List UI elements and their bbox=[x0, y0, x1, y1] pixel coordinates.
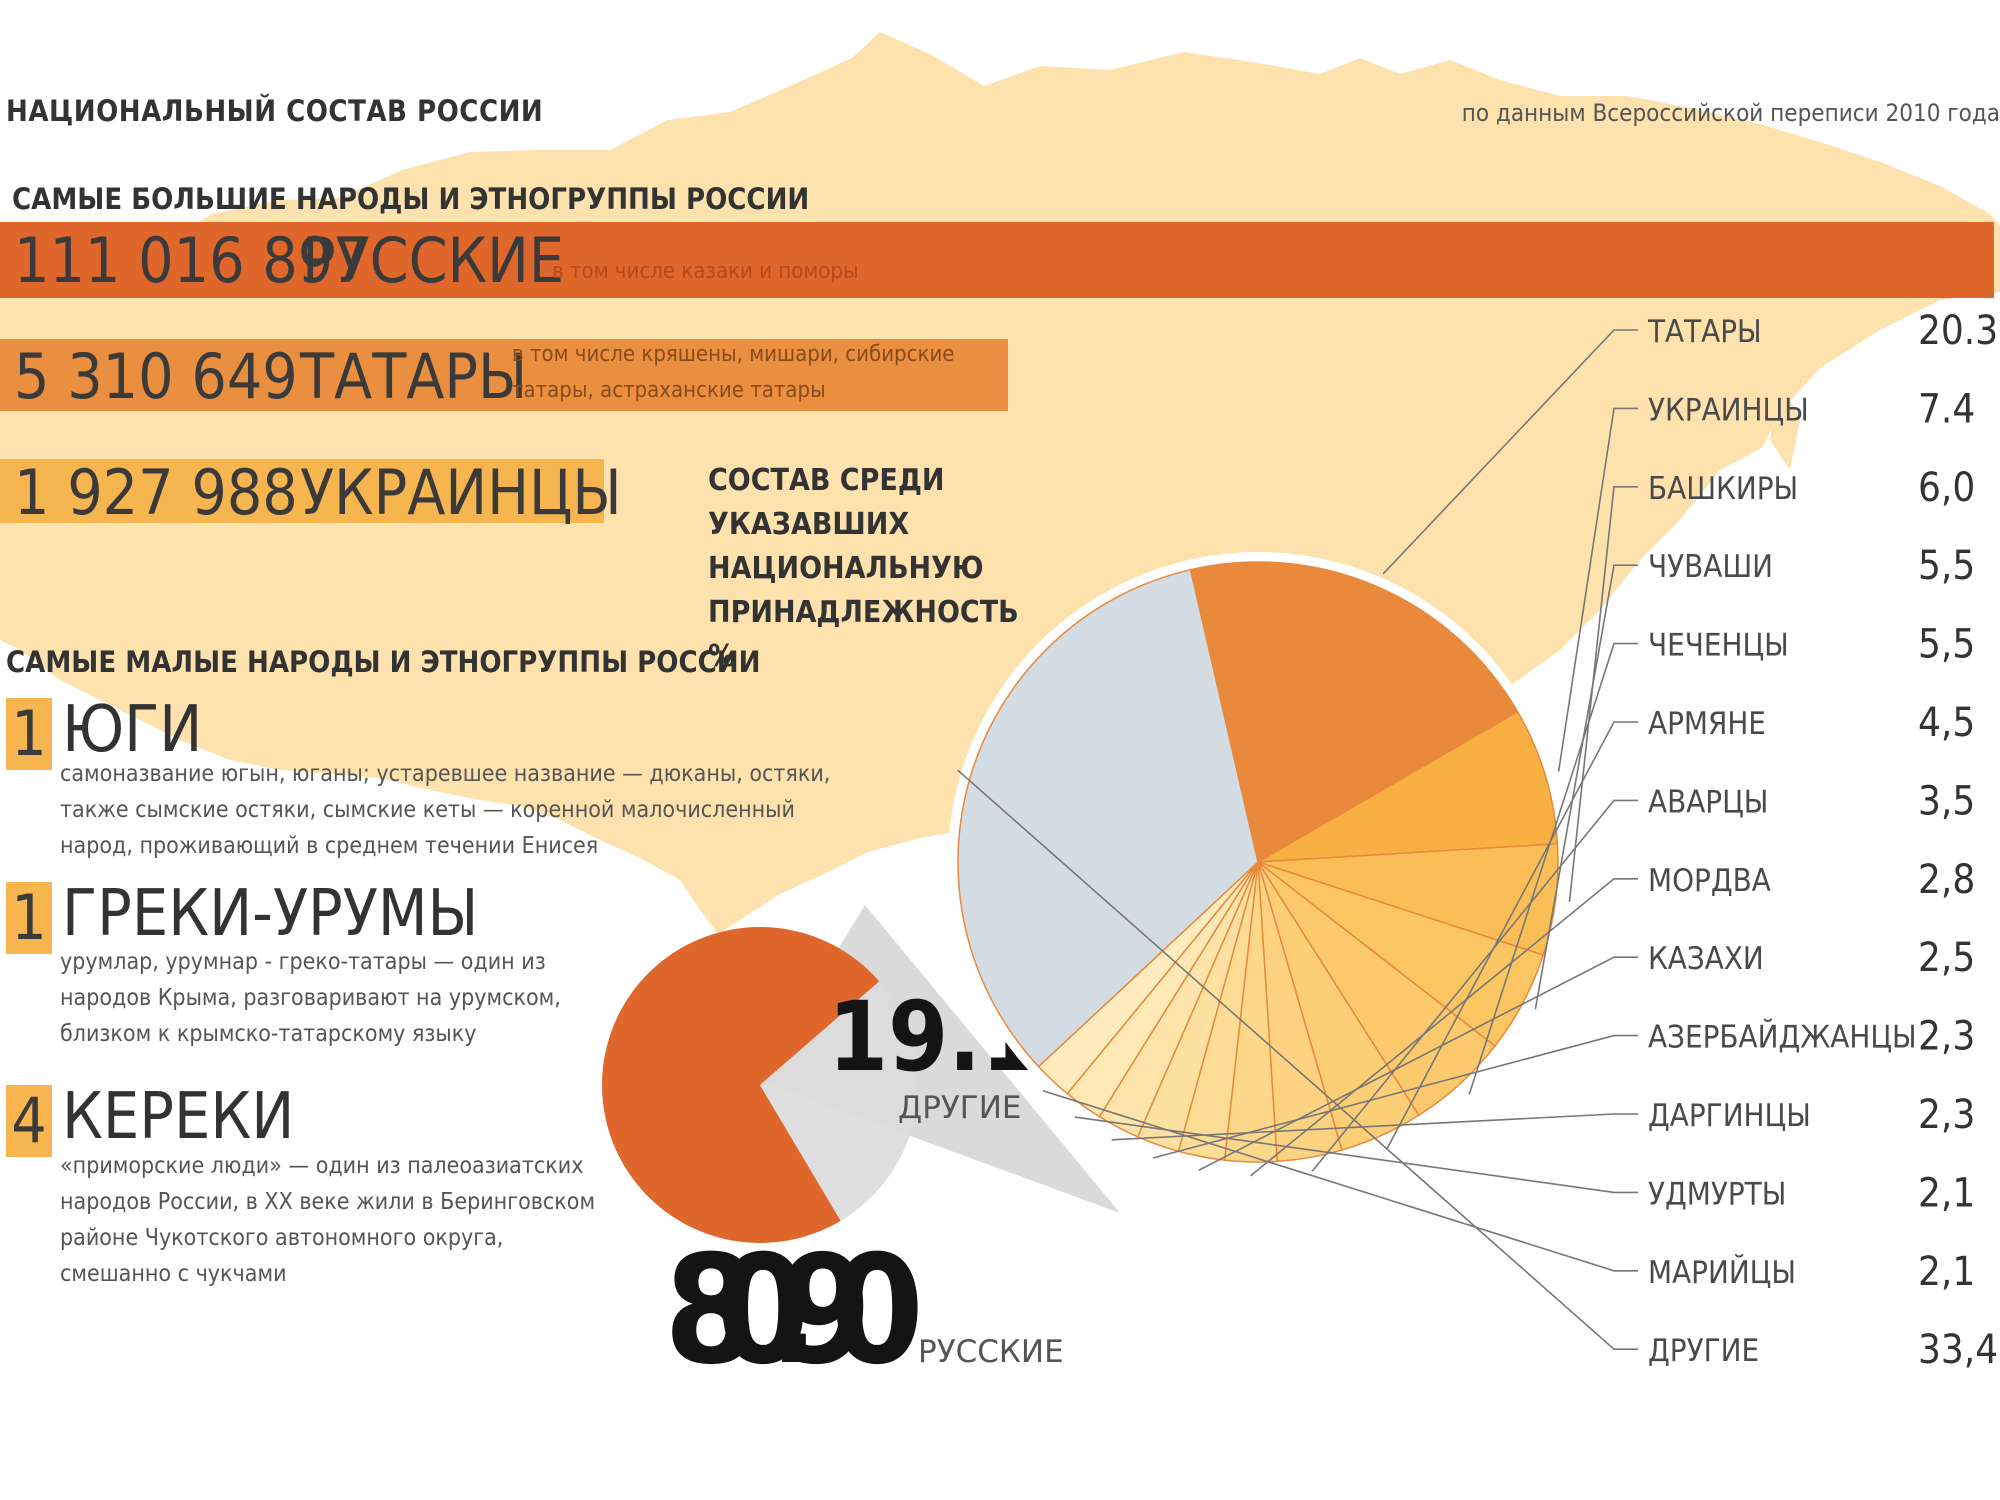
bar-tatars: 5 310 649 ТАТАРЫ в том числе кряшены, ми… bbox=[0, 339, 1008, 413]
legend-label-украинцы: УКРАИНЦЫ bbox=[1648, 392, 1809, 428]
smallest-name: ГРЕКИ-УРУМЫ bbox=[62, 877, 479, 951]
legend-label-башкиры: БАШКИРЫ bbox=[1648, 471, 1798, 507]
source-note: по данным Всероссийской переписи 2010 го… bbox=[1461, 99, 2000, 127]
smallest-rank: 1 bbox=[6, 698, 52, 770]
legend-label-армяне: АРМЯНЕ bbox=[1648, 706, 1766, 742]
legend-value-мордва: 2,8 bbox=[1918, 857, 1975, 903]
leader-line-татары bbox=[1382, 329, 1638, 575]
leader-line-марийцы bbox=[1042, 1090, 1638, 1272]
bar-tatars-name: ТАТАРЫ bbox=[300, 340, 528, 413]
smallest-desc: самоназвание югын, юганы; устаревшее наз… bbox=[60, 761, 831, 859]
leader-line-аварцы bbox=[1311, 799, 1638, 1172]
legend-value-чеченцы: 5,5 bbox=[1918, 622, 1975, 668]
legend-value-чуваши: 5,5 bbox=[1918, 543, 1975, 589]
russians-name-label: РУССКИЕ bbox=[918, 1334, 1064, 1370]
legend-label-чуваши: ЧУВАШИ bbox=[1648, 549, 1773, 585]
pie-slice-другие bbox=[957, 568, 1259, 1068]
russians-value-label: 80.90 bbox=[664, 1224, 924, 1398]
smallest-name: КЕРЕКИ bbox=[62, 1080, 295, 1154]
leader-line-даргинцы bbox=[1111, 1113, 1638, 1141]
legend-label-татары: ТАТАРЫ bbox=[1647, 314, 1762, 350]
bar-russians: 111 016 897 РУССКИЕ в том числе казаки и… bbox=[0, 222, 1994, 298]
legend-value-казахи: 2,5 bbox=[1918, 935, 1975, 981]
smallest-heading: САМЫЕ МАЛЫЕ НАРОДЫ И ЭТНОГРУППЫ РОССИИ bbox=[6, 645, 761, 679]
pie-slice-украинцы bbox=[1257, 710, 1559, 863]
smallest-rank: 4 bbox=[6, 1085, 52, 1157]
pie-slice-others bbox=[760, 981, 919, 1221]
legend-value-татары: 20.3 bbox=[1918, 308, 1998, 354]
bar-ukrainians-name: УКРАИНЦЫ bbox=[300, 456, 622, 529]
smallest-desc: «приморские люди» — один из палеоазиатск… bbox=[60, 1153, 596, 1287]
bar-russians-count: 111 016 897 bbox=[14, 224, 369, 297]
legend-value-удмурты: 2,1 bbox=[1918, 1170, 1975, 1216]
bar-russians-name: РУССКИЕ bbox=[302, 224, 565, 297]
largest-heading: САМЫЕ БОЛЬШИЕ НАРОДЫ И ЭТНОГРУППЫ РОССИИ bbox=[12, 182, 810, 216]
leader-line-другие bbox=[957, 769, 1638, 1350]
legend-value-башкиры: 6,0 bbox=[1918, 465, 1975, 511]
pie-slice-russians bbox=[602, 926, 880, 1243]
pie-slice-татары bbox=[1189, 561, 1519, 864]
bar-tatars-count: 5 310 649 bbox=[14, 340, 298, 413]
legend-value-другие: 33,4 bbox=[1918, 1327, 1998, 1373]
smallest-name: ЮГИ bbox=[62, 693, 203, 767]
legend-value-марийцы: 2,1 bbox=[1918, 1249, 1975, 1295]
leader-line-башкиры bbox=[1568, 485, 1638, 902]
others-name-label: ДРУГИЕ bbox=[898, 1090, 1022, 1126]
leader-line-украинцы bbox=[1557, 407, 1638, 772]
legend-value-аварцы: 3,5 bbox=[1918, 778, 1975, 824]
bar-tatars-note: в том числе кряшены, мишари, сибирские т… bbox=[512, 342, 955, 403]
legend-label-даргинцы: ДАРГИНЦЫ bbox=[1648, 1098, 1811, 1134]
legend-label-удмурты: УДМУРТЫ bbox=[1648, 1176, 1786, 1212]
leader-line-чуваши bbox=[1534, 564, 1638, 1010]
legend-label-азербайджанцы: АЗЕРБАЙДЖАНЦЫ bbox=[1648, 1020, 1917, 1056]
bar-ukrainians: 1 927 988 УКРАИНЦЫ bbox=[0, 456, 622, 529]
composition-label: СОСТАВ СРЕДИ УКАЗАВШИХ НАЦИОНАЛЬНУЮ ПРИН… bbox=[708, 463, 1019, 674]
bar-ukrainians-count: 1 927 988 bbox=[14, 456, 298, 529]
legend-value-украинцы: 7.4 bbox=[1918, 386, 1975, 432]
smallest-rank: 1 bbox=[6, 882, 52, 954]
legend-label-чеченцы: ЧЕЧЕНЦЫ bbox=[1648, 628, 1789, 664]
legend-value-даргинцы: 2,3 bbox=[1918, 1092, 1975, 1138]
legend-label-казахи: КАЗАХИ bbox=[1648, 941, 1764, 977]
legend-value-армяне: 4,5 bbox=[1918, 700, 1975, 746]
legend-label-другие: ДРУГИЕ bbox=[1648, 1333, 1759, 1369]
smallest-desc: урумлар, урумнар - греко-татары — один и… bbox=[60, 949, 561, 1047]
leader-line-армяне bbox=[1386, 721, 1638, 1149]
legend-label-мордва: МОРДВА bbox=[1648, 863, 1771, 899]
legend-label-аварцы: АВАРЦЫ bbox=[1648, 784, 1768, 820]
leader-line-удмурты bbox=[1074, 1116, 1638, 1194]
legend-label-марийцы: МАРИЙЦЫ bbox=[1648, 1255, 1796, 1291]
leader-line-чеченцы bbox=[1468, 642, 1638, 1095]
leader-line-азербайджанцы bbox=[1152, 1034, 1638, 1159]
page-title: НАЦИОНАЛЬНЫЙ СОСТАВ РОССИИ bbox=[6, 94, 544, 128]
leader-line-мордва bbox=[1249, 877, 1638, 1177]
bar-russians-note: в том числе казаки и поморы bbox=[552, 259, 859, 284]
leader-line-казахи bbox=[1198, 956, 1638, 1172]
legend-value-азербайджанцы: 2,3 bbox=[1918, 1014, 1975, 1060]
